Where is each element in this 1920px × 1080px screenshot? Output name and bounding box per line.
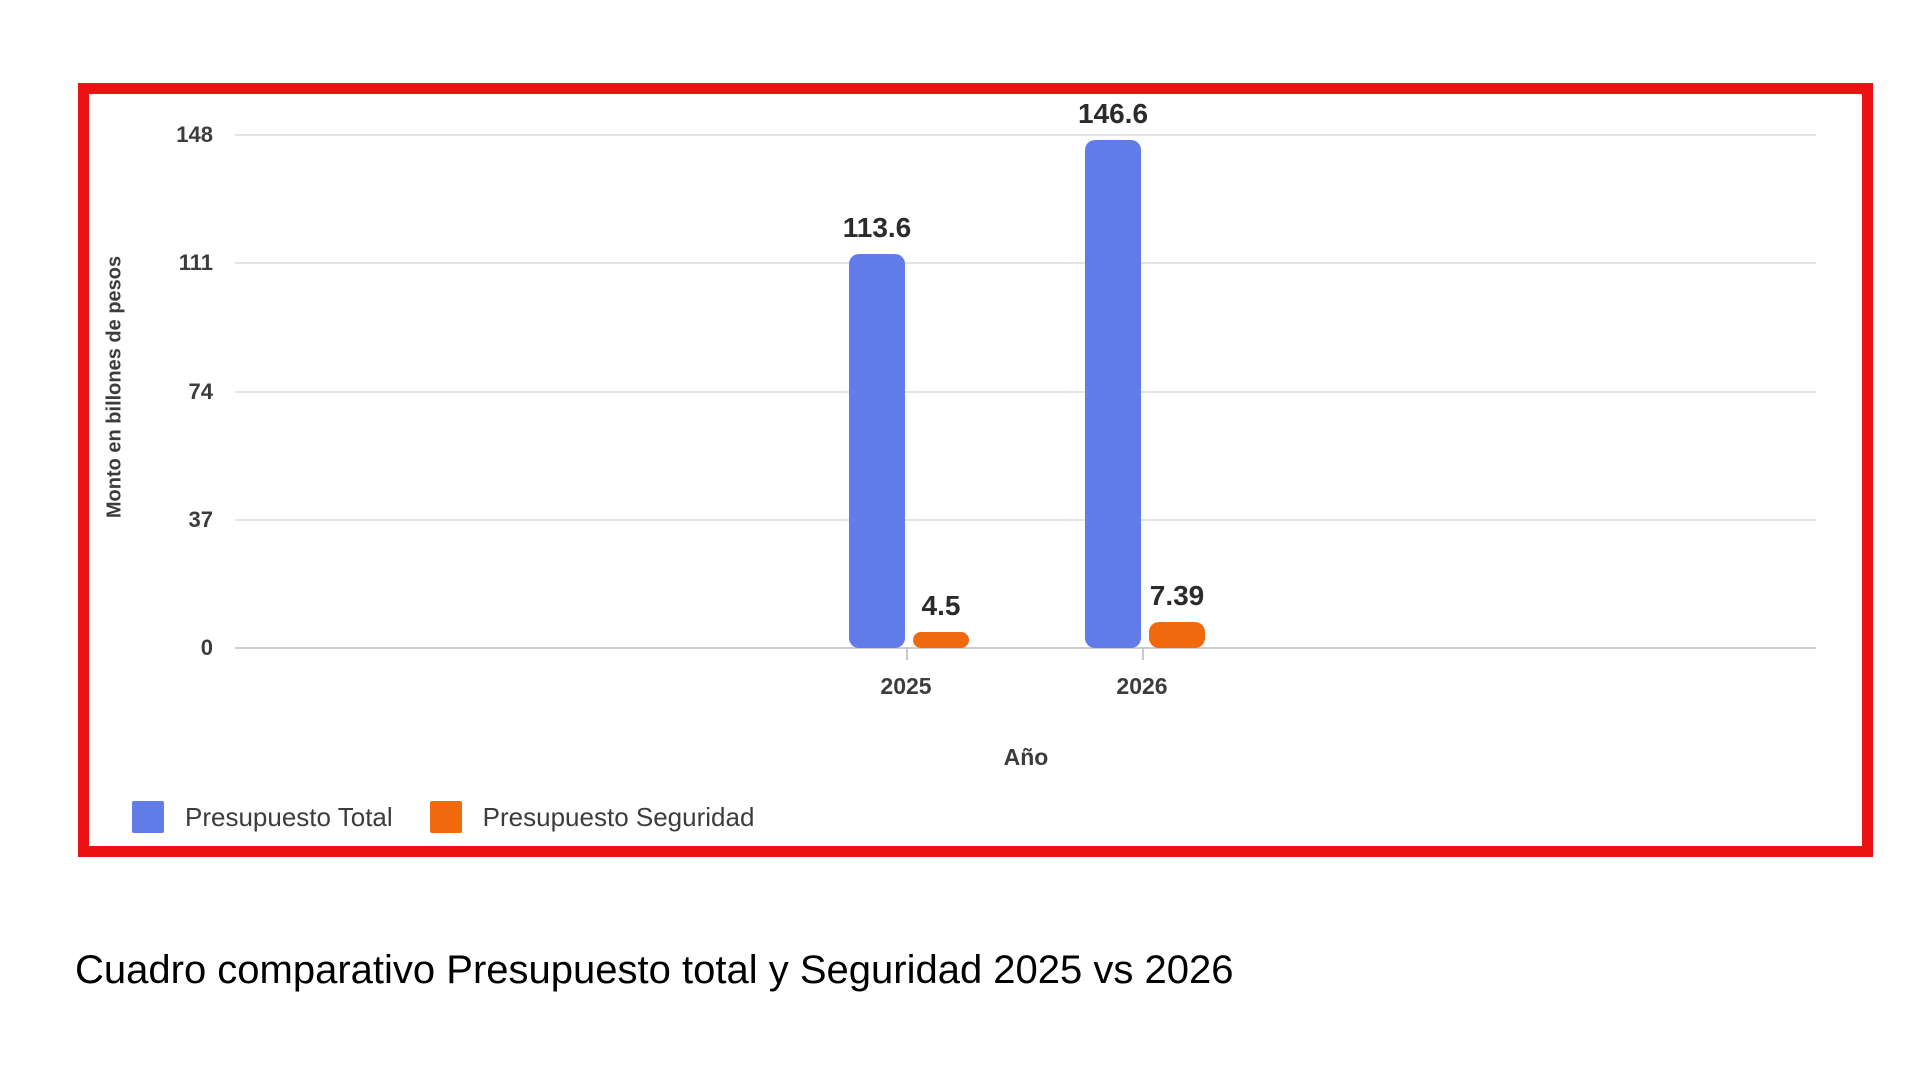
value-label-seguridad-2026: 7.39: [1149, 580, 1205, 612]
bar-total-2026: [1085, 139, 1141, 648]
gridline-148: [235, 134, 1816, 136]
axis-extras: 0 37 74 111 148 113.6 4.5 2025 146.6 7.39 2026: [89, 94, 1862, 846]
x-tick-label-2025: 2025: [880, 673, 932, 699]
caption: Cuadro comparativo Presupuesto total y S…: [75, 948, 1234, 992]
plot-area: [235, 134, 1816, 649]
y-tick-label-148: 148: [176, 122, 213, 147]
value-label-total-2026: 146.6: [1077, 97, 1149, 129]
legend-swatch-seguridad-icon: [429, 801, 462, 833]
x-tickmark-2026: [1142, 648, 1144, 660]
gridline-111: [235, 262, 1816, 265]
gridline-0: [235, 647, 1816, 649]
legend-item-seguridad: Presupuesto Seguridad: [429, 801, 755, 833]
bar-seguridad-2026: [1149, 622, 1205, 648]
gridline-37: [235, 518, 1816, 521]
y-tick-label-0: 0: [200, 635, 213, 660]
y-tick-label-74: 74: [188, 378, 213, 404]
x-axis-title: Año: [1003, 744, 1049, 770]
legend-swatch-total-icon: [132, 801, 164, 833]
value-label-seguridad-2025: 4.5: [921, 590, 961, 622]
legend: Presupuesto Total Presupuesto Seguridad: [132, 801, 754, 833]
gridline-74: [235, 390, 1816, 393]
legend-label-seguridad: Presupuesto Seguridad: [482, 802, 755, 832]
x-tickmark-2025: [906, 648, 908, 660]
bar-total-2025: [849, 254, 905, 648]
legend-label-total: Presupuesto Total: [185, 802, 393, 832]
chart-frame: Monto en billones de pesos Año Presupues…: [78, 83, 1873, 857]
x-tick-label-2026: 2026: [1116, 673, 1168, 699]
y-tick-label-37: 37: [188, 506, 213, 532]
value-label-total-2025: 113.6: [842, 212, 912, 244]
y-tick-label-111: 111: [178, 250, 213, 276]
legend-item-total: Presupuesto Total: [132, 801, 393, 833]
bar-seguridad-2025: [913, 632, 969, 648]
